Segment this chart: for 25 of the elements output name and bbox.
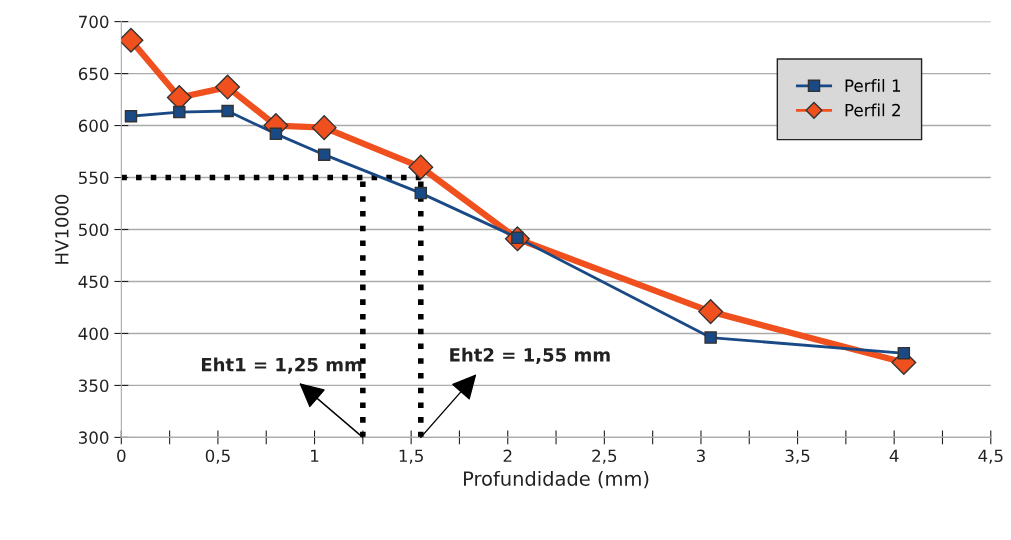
y-tick-label: 450	[78, 275, 109, 289]
x-tick-label: 1	[311, 449, 319, 462]
x-tick-label: 4	[889, 449, 899, 462]
x-tick-label: 3,5	[785, 449, 810, 464]
annotation: Eht1 = 1,25 mm	[201, 357, 362, 374]
y-tick-label: 650	[78, 67, 109, 81]
x-tick-label: 2	[503, 449, 512, 462]
y-tick-label: 550	[78, 171, 109, 185]
y-tick-label: 300	[78, 431, 109, 444]
y-tick-label: 700	[79, 15, 109, 29]
x-tick-label: 3	[696, 449, 705, 463]
x-tick-label: 2,5	[592, 449, 617, 464]
annotation: Eht2 = 1,55 mm	[450, 347, 610, 364]
y-tick-label: 400	[78, 327, 109, 341]
x-axis-title: Profundidade (mm)	[464, 470, 649, 489]
legend-label: Perfil 2	[845, 103, 900, 117]
x-tick-label: 1,5	[399, 449, 423, 464]
x-tick-label: 4,5	[978, 449, 1003, 464]
y-axis-title: HV1000	[54, 194, 69, 264]
y-tick-label: 600	[78, 119, 109, 133]
legend-label: Perfil 1	[845, 79, 901, 92]
y-tick-label: 500	[78, 223, 109, 237]
x-tick-label: 0,5	[205, 449, 230, 464]
y-tick-label: 350	[78, 379, 109, 392]
x-tick-label: 0	[117, 449, 126, 463]
